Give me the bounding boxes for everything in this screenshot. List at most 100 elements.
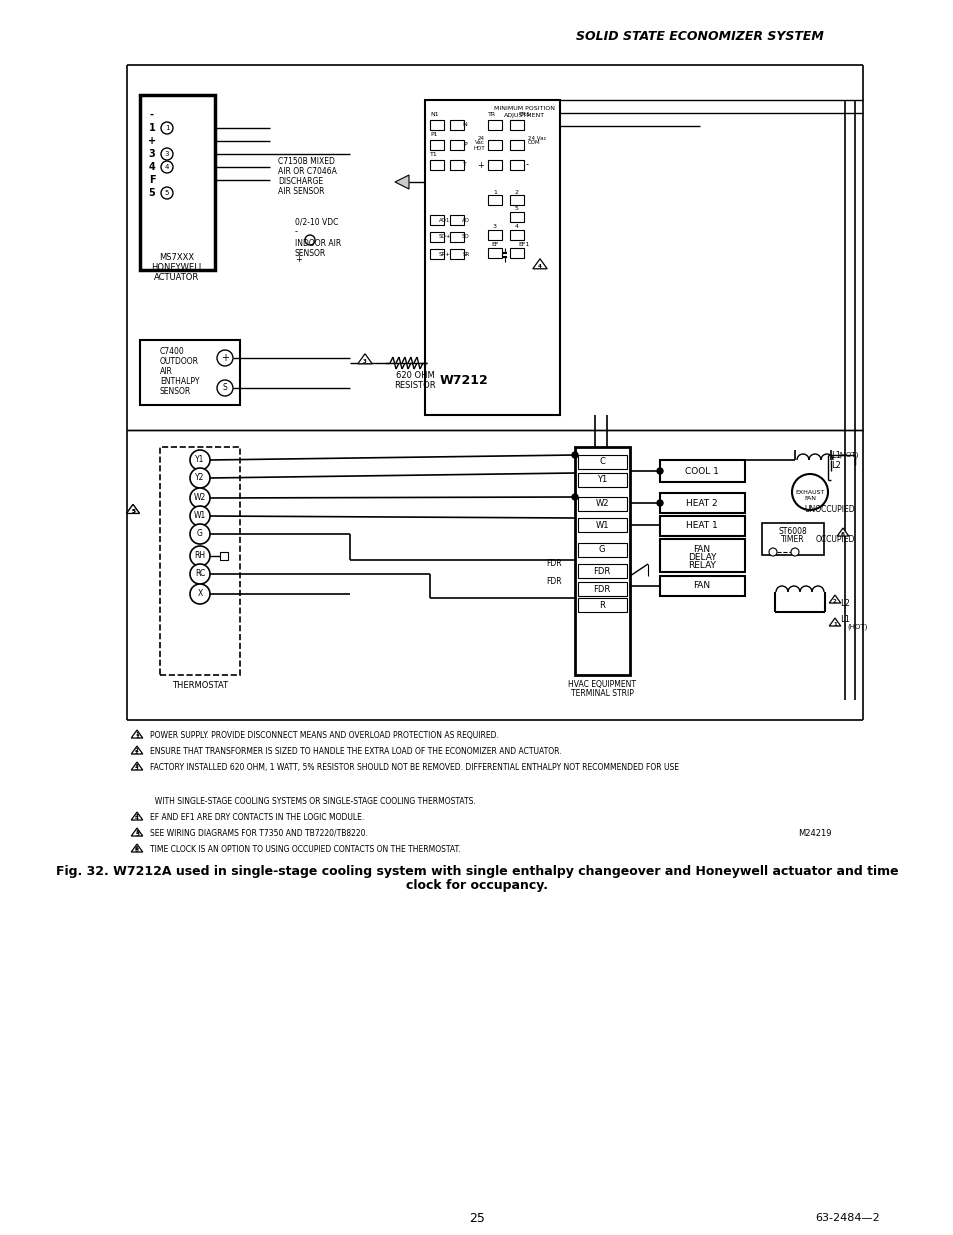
Bar: [578, 454, 626, 469]
Text: 5: 5: [131, 509, 134, 514]
Text: TR: TR: [488, 112, 496, 117]
Bar: [488, 161, 501, 170]
Text: ST6008: ST6008: [778, 526, 806, 536]
Text: DELAY: DELAY: [687, 552, 716, 562]
Bar: [575, 447, 629, 676]
Bar: [160, 447, 240, 676]
Text: ENSURE THAT TRANSFORMER IS SIZED TO HANDLE THE EXTRA LOAD OF THE ECONOMIZER AND : ENSURE THAT TRANSFORMER IS SIZED TO HAND…: [150, 747, 561, 756]
Bar: [659, 493, 744, 513]
Text: 4: 4: [135, 816, 139, 821]
Circle shape: [216, 350, 233, 366]
Polygon shape: [828, 595, 840, 603]
Text: EF1: EF1: [517, 242, 529, 247]
Bar: [761, 522, 823, 555]
Text: RC: RC: [194, 569, 205, 578]
Text: TR1: TR1: [518, 112, 531, 117]
Circle shape: [190, 468, 210, 488]
Text: UNOCCUPIED: UNOCCUPIED: [803, 505, 855, 515]
Text: SOLID STATE ECONOMIZER SYSTEM: SOLID STATE ECONOMIZER SYSTEM: [576, 30, 823, 42]
Bar: [510, 120, 523, 130]
Bar: [450, 120, 463, 130]
Text: L1: L1: [830, 451, 840, 459]
Text: HEAT 1: HEAT 1: [685, 521, 717, 531]
Text: -: -: [525, 161, 529, 169]
Text: COOL 1: COOL 1: [684, 467, 719, 475]
Text: Y1: Y1: [195, 456, 205, 464]
Text: FDR: FDR: [546, 559, 561, 568]
Text: 1: 1: [832, 622, 836, 627]
Text: L2: L2: [830, 461, 840, 469]
Polygon shape: [357, 353, 372, 364]
Text: RELAY: RELAY: [687, 561, 715, 569]
Text: 3: 3: [165, 151, 169, 157]
Text: 1: 1: [493, 189, 497, 194]
Bar: [430, 161, 443, 170]
Text: RESISTOR: RESISTOR: [394, 380, 436, 389]
Text: SO: SO: [461, 235, 470, 240]
Text: R: R: [598, 600, 604, 610]
Polygon shape: [132, 844, 143, 852]
Text: 5: 5: [131, 509, 134, 514]
Bar: [450, 232, 463, 242]
Text: 6: 6: [841, 532, 844, 537]
Text: SO+: SO+: [438, 235, 451, 240]
Text: 63-2484—2: 63-2484—2: [815, 1213, 879, 1223]
Text: 4: 4: [149, 162, 155, 172]
Text: INDOOR AIR: INDOOR AIR: [294, 238, 341, 247]
Text: W2: W2: [193, 494, 206, 503]
Polygon shape: [127, 504, 139, 514]
Text: FAN: FAN: [803, 496, 815, 501]
Bar: [659, 516, 744, 536]
Text: 3: 3: [149, 149, 155, 159]
Bar: [578, 517, 626, 532]
Text: FACTORY INSTALLED 620 OHM, 1 WATT, 5% RESISTOR SHOULD NOT BE REMOVED. DIFFERENTI: FACTORY INSTALLED 620 OHM, 1 WATT, 5% RE…: [150, 763, 679, 772]
Text: G: G: [197, 530, 203, 538]
Text: 620 OHM: 620 OHM: [395, 370, 434, 379]
Text: P: P: [463, 142, 466, 147]
Text: ACTUATOR: ACTUATOR: [154, 273, 199, 283]
Text: W1: W1: [595, 520, 608, 530]
Circle shape: [190, 564, 210, 584]
Text: 3: 3: [135, 764, 139, 769]
Text: N: N: [462, 122, 467, 127]
Text: ADJUSTMENT: ADJUSTMENT: [504, 114, 545, 119]
Text: RH: RH: [194, 552, 205, 561]
Text: T: T: [462, 163, 466, 168]
Bar: [430, 232, 443, 242]
Text: 24: 24: [477, 136, 484, 141]
Text: FAN: FAN: [693, 545, 710, 553]
Text: L2: L2: [840, 599, 849, 608]
Text: L1: L1: [840, 615, 849, 625]
Bar: [510, 248, 523, 258]
Polygon shape: [395, 175, 409, 189]
Text: Y1: Y1: [597, 475, 606, 484]
Bar: [510, 161, 523, 170]
Polygon shape: [132, 827, 143, 836]
Bar: [510, 230, 523, 240]
Text: +: +: [221, 353, 229, 363]
Bar: [450, 215, 463, 225]
Bar: [220, 552, 228, 559]
Text: OCCUPIED: OCCUPIED: [815, 536, 854, 545]
Circle shape: [161, 122, 172, 135]
Text: DISCHARGE: DISCHARGE: [277, 178, 323, 186]
Text: S: S: [222, 384, 227, 393]
Text: FAN: FAN: [693, 582, 710, 590]
Bar: [510, 212, 523, 222]
Text: FDR: FDR: [593, 584, 610, 594]
Circle shape: [790, 548, 799, 556]
Text: M24219: M24219: [798, 829, 831, 837]
Text: 4: 4: [135, 815, 139, 820]
Bar: [659, 459, 744, 482]
Text: POWER SUPPLY. PROVIDE DISCONNECT MEANS AND OVERLOAD PROTECTION AS REQUIRED.: POWER SUPPLY. PROVIDE DISCONNECT MEANS A…: [150, 731, 498, 740]
Text: HVAC EQUIPMENT: HVAC EQUIPMENT: [567, 680, 636, 689]
Circle shape: [190, 524, 210, 543]
Text: N1: N1: [430, 112, 438, 117]
Text: AIR: AIR: [160, 368, 172, 377]
Bar: [510, 195, 523, 205]
Bar: [430, 215, 443, 225]
Text: 5: 5: [149, 188, 155, 198]
Text: 4: 4: [165, 164, 169, 170]
Text: 5: 5: [165, 190, 169, 196]
Text: C: C: [598, 457, 604, 467]
